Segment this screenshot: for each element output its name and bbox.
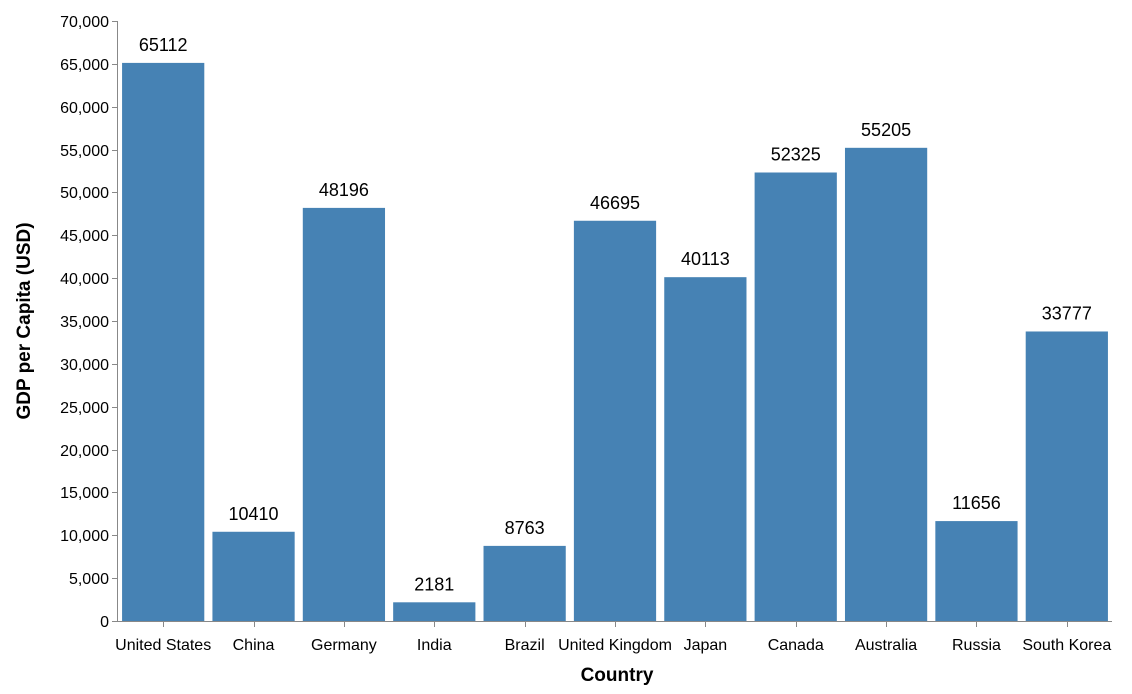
y-tick-label: 45,000 — [60, 228, 109, 245]
bar — [302, 207, 386, 622]
bar-value-label: 40113 — [681, 249, 730, 269]
y-tick-label: 40,000 — [60, 271, 109, 288]
bar — [573, 220, 657, 621]
bar-value-label: 55205 — [861, 120, 911, 140]
y-tick-label: 60,000 — [60, 100, 109, 117]
y-tick-label: 30,000 — [60, 357, 109, 374]
x-tick-label: Brazil — [505, 637, 545, 654]
y-tick-label: 10,000 — [60, 528, 109, 545]
bar-value-label: 11656 — [952, 493, 1001, 513]
y-axis: 0 5,000 10,000 15,000 20,000 25,000 30,000 35,0… — [60, 14, 118, 631]
y-tick-label: 20,000 — [60, 443, 109, 460]
bars-group — [122, 62, 1108, 622]
bar — [393, 602, 476, 621]
x-axis: United States China Germany India Brazil Unit… — [115, 621, 1112, 654]
y-tick-label: 15,000 — [60, 485, 109, 502]
y-tick-label: 0 — [100, 614, 109, 631]
y-tick-label: 25,000 — [60, 400, 109, 417]
y-tick-label: 50,000 — [60, 185, 109, 202]
bar — [844, 147, 928, 622]
bar-value-label: 8763 — [505, 518, 545, 538]
x-tick-label: India — [417, 637, 452, 654]
bar-value-label: 46695 — [590, 193, 640, 213]
bar-value-label: 65112 — [139, 35, 188, 55]
x-tick-label: Canada — [768, 637, 824, 654]
x-tick-label: Japan — [684, 637, 728, 654]
data-labels-group: 65112 10410 48196 2181 8763 46695 40113 52325 55… — [139, 35, 1092, 594]
bar — [122, 62, 205, 621]
x-axis-title: Country — [581, 665, 654, 686]
bar-value-label: 48196 — [319, 180, 369, 200]
bar — [1025, 331, 1108, 621]
x-tick-label: United States — [115, 637, 211, 654]
y-tick-label: 35,000 — [60, 314, 109, 331]
y-tick-label: 55,000 — [60, 143, 109, 160]
x-tick-label: China — [233, 637, 275, 654]
y-tick-label: 65,000 — [60, 57, 109, 74]
x-tick-label: Russia — [952, 637, 1001, 654]
x-tick-label: South Korea — [1022, 637, 1111, 654]
bar-value-label: 52325 — [771, 145, 821, 165]
x-tick-label: Australia — [855, 637, 917, 654]
bar-value-label: 10410 — [229, 504, 279, 524]
bar — [483, 545, 566, 621]
bar-value-label: 33777 — [1042, 303, 1092, 323]
bar — [664, 277, 747, 621]
y-axis-title: GDP per Capita (USD) — [14, 222, 35, 419]
y-tick-label: 5,000 — [69, 571, 109, 588]
bar-value-label: 2181 — [414, 574, 454, 594]
y-tick-label: 70,000 — [60, 14, 109, 31]
x-tick-label: United Kingdom — [558, 637, 672, 654]
bar — [935, 521, 1018, 621]
bar — [212, 531, 295, 621]
bar — [754, 172, 837, 621]
x-tick-label: Germany — [311, 637, 377, 654]
